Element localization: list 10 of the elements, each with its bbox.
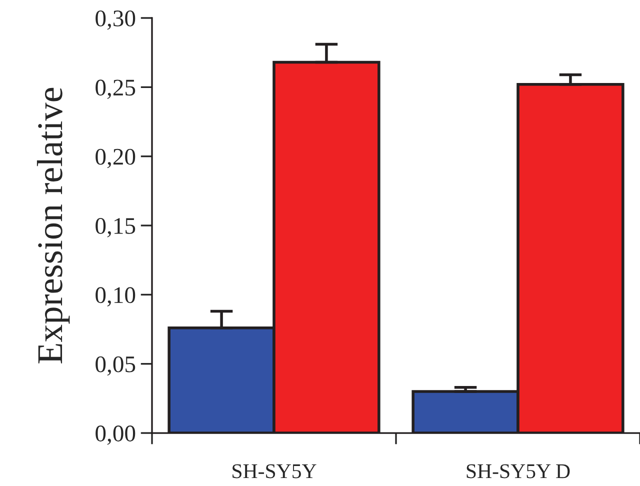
y-tick-label: 0,25 (96, 80, 136, 99)
y-tick-label: 0,30 (96, 10, 136, 30)
x-tick-label: SH-SY5Y (232, 464, 316, 478)
y-tick-label: 0,10 (96, 287, 136, 306)
y-axis-title: Expression relative (36, 88, 70, 364)
y-tick-label: 0,20 (96, 148, 136, 168)
x-tick-label: SH-SY5Y D (466, 464, 570, 478)
y-tick-label: 0,00 (96, 426, 136, 445)
y-tick-label: 0,05 (96, 356, 136, 376)
y-tick-label: 0,15 (96, 218, 136, 238)
